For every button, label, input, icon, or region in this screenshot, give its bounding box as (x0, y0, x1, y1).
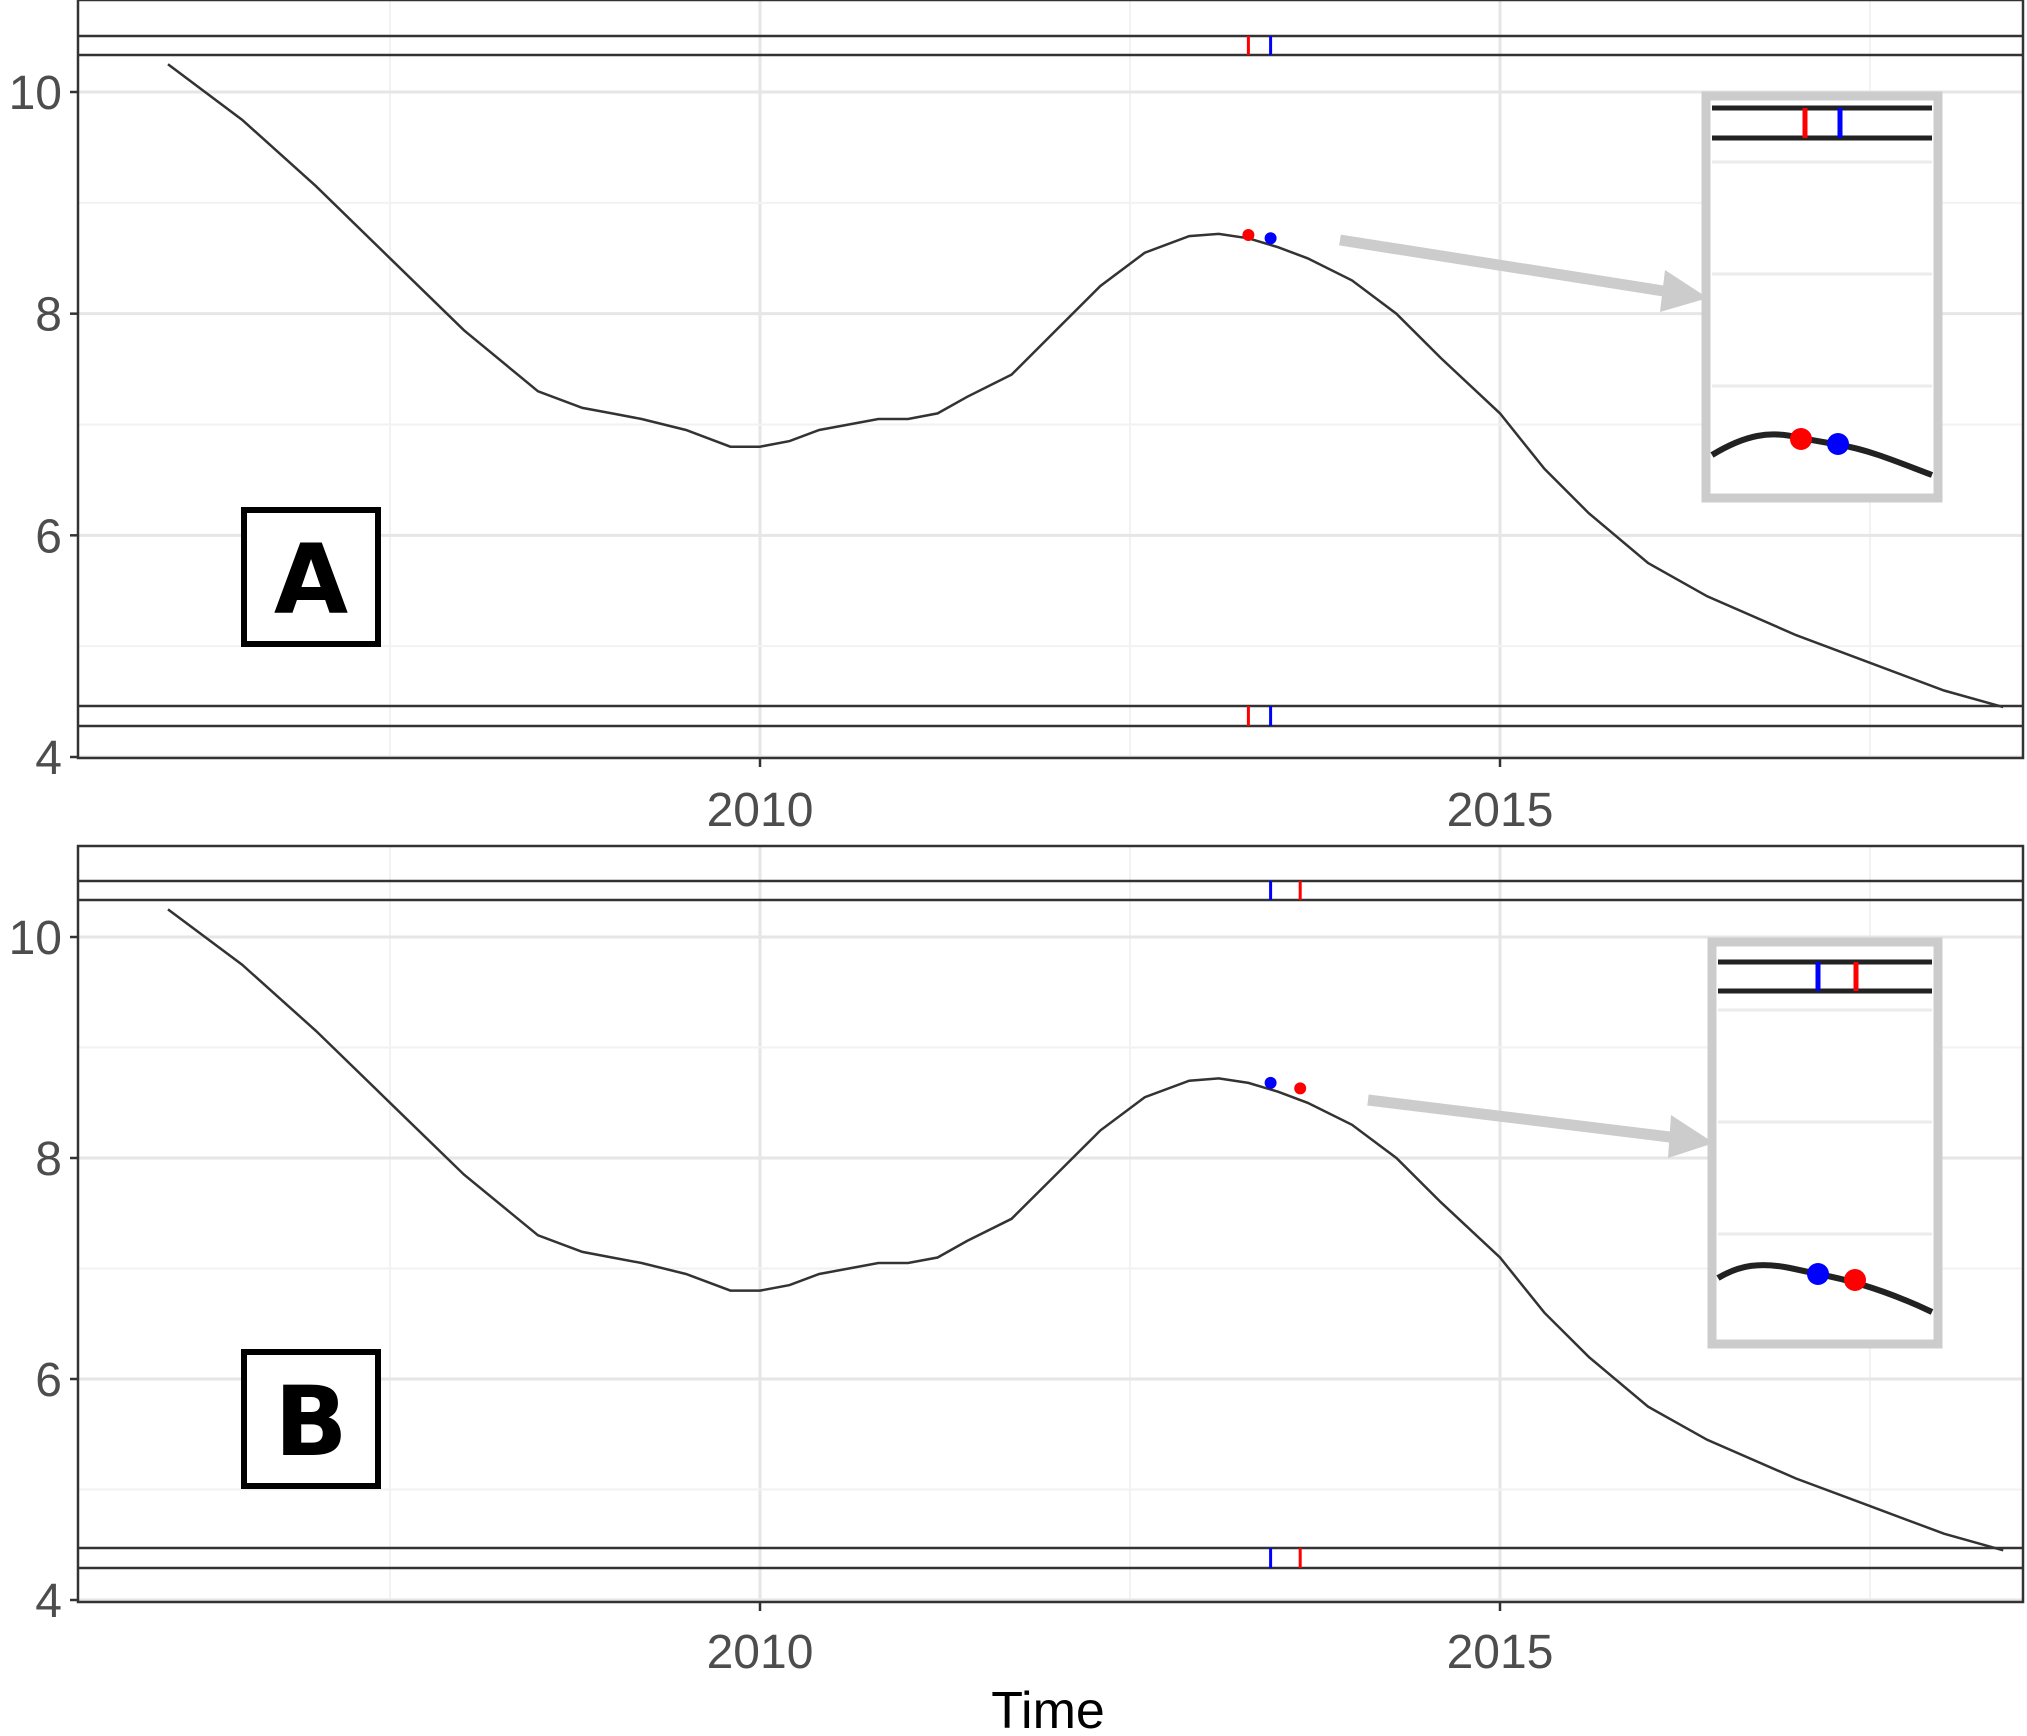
panel-a-band-marks (1246, 36, 1273, 726)
panel-b-zoom-inset (1707, 937, 1943, 1349)
y-tick-label: 6 (35, 1354, 62, 1407)
panel-b-y-ticks: 4 6 8 10 (9, 912, 78, 1628)
panel-b-border (76, 844, 2025, 1604)
panel-b-zoom-arrow (1367, 1094, 1714, 1158)
panel-b-top-band (78, 879, 2023, 902)
panel-a-top-band (78, 34, 2023, 57)
panel-a-bottom-band (78, 704, 2023, 728)
x-tick-label: 2010 (707, 784, 814, 837)
change-point-marker (1264, 232, 1277, 245)
change-point-marker (1264, 1076, 1277, 1089)
x-tick-label: 2015 (1447, 1626, 1554, 1679)
y-tick-label: 4 (35, 1575, 62, 1628)
panel-a-label: A (274, 524, 348, 636)
panel-a: 4 6 8 10 2010 2015 A (9, 0, 2025, 837)
change-point-marker (1242, 228, 1255, 241)
panel-b-band-marks (1269, 881, 1302, 1568)
panel-a-series-line (167, 63, 2004, 709)
panel-a-border (76, 0, 2025, 760)
x-tick-label: 2010 (707, 1626, 814, 1679)
y-tick-label: 4 (35, 732, 62, 785)
panel-b-grid (78, 846, 2023, 1602)
panel-b: 4 6 8 10 2010 2015 B (9, 844, 2025, 1679)
y-tick-label: 10 (9, 67, 62, 120)
panel-b-bottom-band (78, 1546, 2023, 1570)
y-tick-label: 8 (35, 289, 62, 342)
panel-a-markers (1242, 228, 1277, 245)
y-tick-label: 8 (35, 1133, 62, 1186)
panel-a-zoom-arrow (1339, 234, 1708, 312)
panel-b-label: B (274, 1366, 347, 1478)
y-tick-label: 10 (9, 912, 62, 965)
x-axis-title: Time (991, 1682, 1105, 1736)
panel-a-x-ticks: 2010 2015 (707, 758, 1554, 837)
panel-a-label-box: A (241, 507, 381, 647)
panel-a-y-ticks: 4 6 8 10 (9, 67, 78, 785)
panel-a-zoom-inset (1701, 91, 1943, 503)
panel-b-label-box: B (241, 1349, 381, 1489)
change-point-marker (1294, 1082, 1307, 1095)
x-tick-label: 2015 (1447, 784, 1554, 837)
panel-b-x-ticks: 2010 2015 (707, 1602, 1554, 1679)
y-tick-label: 6 (35, 510, 62, 563)
panel-b-markers (1264, 1076, 1307, 1095)
panel-b-series-line (167, 908, 2004, 1552)
